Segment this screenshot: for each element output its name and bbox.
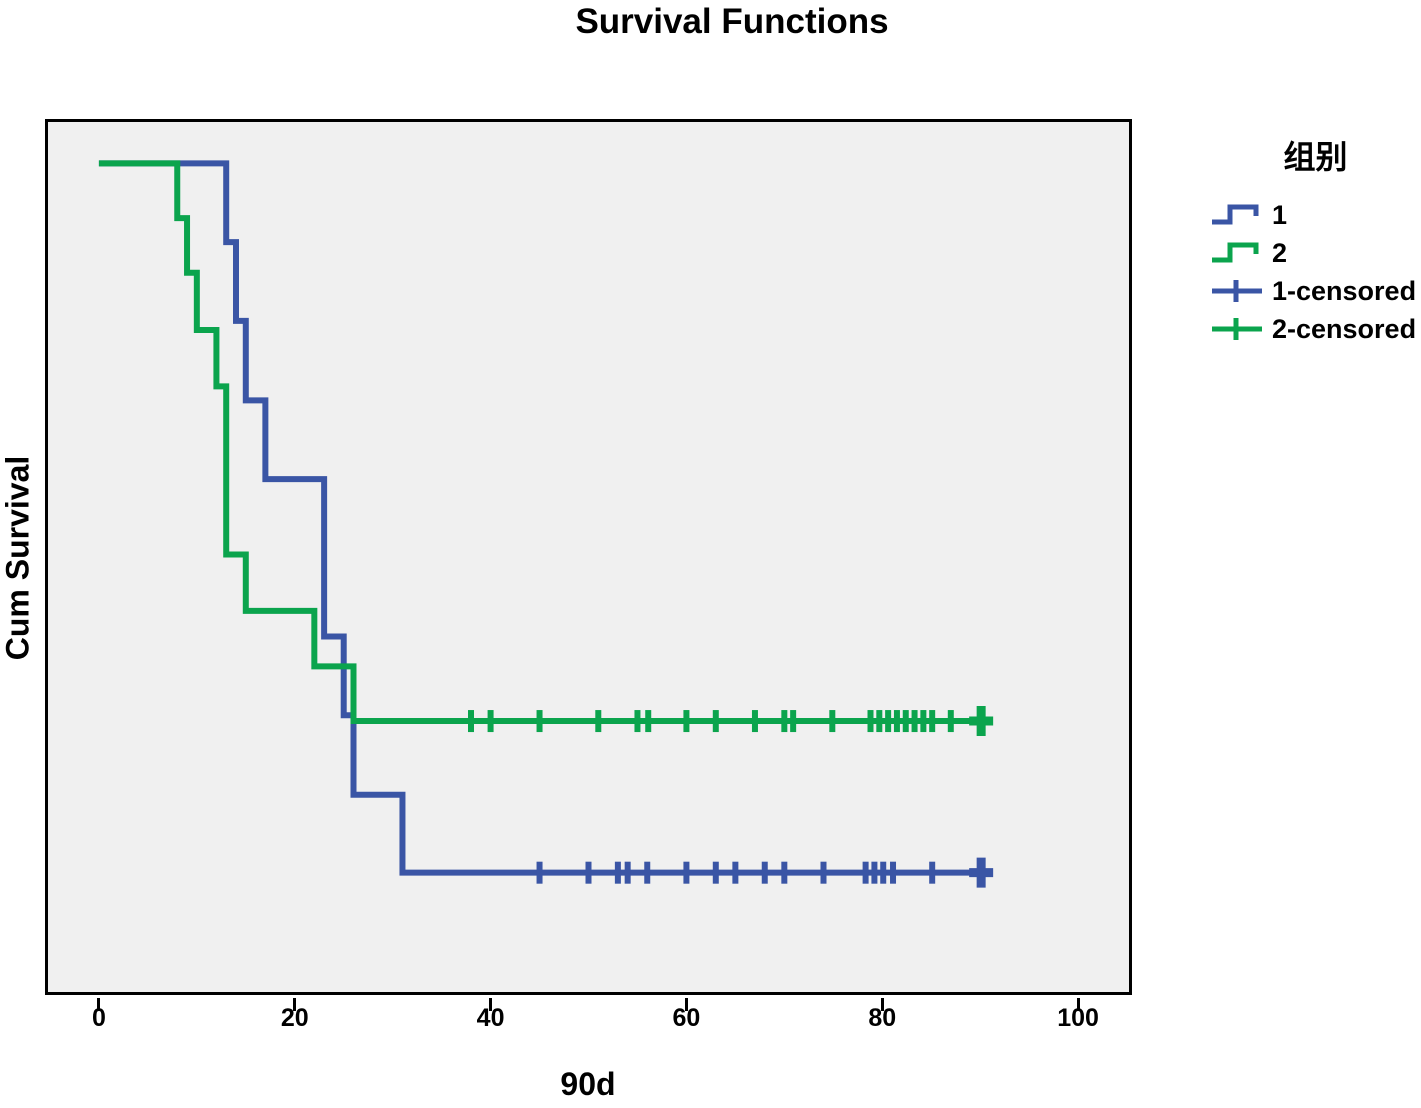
legend-item-group-2-censored: 2-censored	[1210, 310, 1421, 348]
survival-chart-svg	[98, 160, 994, 888]
legend: 组别 1 2 1-censored 2-censore	[1210, 132, 1421, 348]
x-axis-tick-label: 80	[868, 1004, 897, 1032]
survival-curve-group-2	[98, 160, 994, 737]
survival-curve-group-1	[98, 160, 994, 888]
step-line-icon	[1212, 242, 1259, 263]
y-axis-label: Cum Survival	[0, 455, 36, 661]
x-axis-label: 90d	[560, 1066, 616, 1102]
legend-item-group-1: 1	[1210, 196, 1421, 234]
legend-item-label: 1-censored	[1272, 275, 1417, 306]
x-axis-tick-label: 0	[91, 1004, 106, 1032]
x-axis-tick	[97, 998, 101, 1011]
censor-plus-icon	[1212, 280, 1262, 302]
legend-item-group-1-censored: 1-censored	[1210, 272, 1421, 310]
x-axis-tick-label: 100	[1057, 1004, 1099, 1032]
plot-area	[45, 119, 1132, 995]
x-axis-tick	[684, 998, 688, 1011]
step-line-icon	[1212, 204, 1259, 225]
legend-item-group-2: 2	[1210, 234, 1421, 272]
page-title: Survival Functions	[575, 2, 889, 41]
x-axis-tick	[489, 998, 493, 1011]
x-axis-tick	[293, 998, 297, 1011]
legend-item-label: 2	[1272, 237, 1288, 268]
x-axis-tick-label: 60	[672, 1004, 701, 1032]
survival-curve-1	[98, 160, 990, 876]
censor-plus-icon	[1212, 318, 1262, 340]
legend-title: 组别	[1283, 139, 1348, 175]
x-axis-tick-label: 20	[280, 1004, 309, 1032]
x-axis-tick-label: 40	[476, 1004, 505, 1032]
x-axis-tick	[1076, 998, 1080, 1011]
x-axis-tick	[880, 998, 884, 1011]
legend-item-label: 1	[1272, 199, 1288, 230]
survival-curve-2	[98, 160, 990, 725]
legend-item-label: 2-censored	[1272, 313, 1417, 344]
